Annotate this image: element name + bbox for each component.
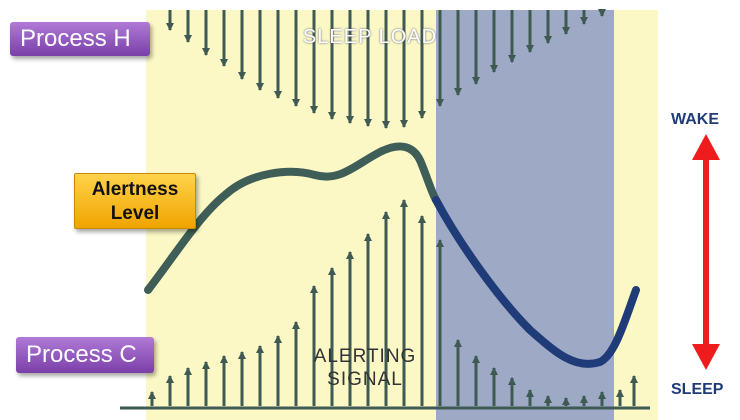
alerting-signal-label: ALERTING SIGNAL [290, 345, 440, 391]
alerting-line-2: SIGNAL [327, 369, 403, 390]
night-band [436, 10, 614, 420]
alertness-level-tag: Alertness Level [74, 173, 196, 229]
sleep-label: SLEEP [671, 381, 724, 398]
wake-arrowhead [692, 134, 720, 160]
alertness-line-2: Level [110, 203, 160, 224]
alertness-curve-day [144, 142, 440, 294]
wake-label: WAKE [671, 111, 719, 128]
sleep-load-label: SLEEP LOAD [302, 26, 438, 48]
process-h-tag: Process H [10, 22, 150, 56]
process-c-tag: Process C [16, 337, 154, 373]
alertness-curve-night [432, 196, 640, 368]
alertness-line-1: Alertness [91, 179, 179, 200]
alerting-line-1: ALERTING [313, 346, 417, 367]
sleep-load-arrows [166, 9, 606, 129]
sleep-arrowhead [692, 344, 720, 370]
alerting-signal-arrows [148, 199, 638, 406]
